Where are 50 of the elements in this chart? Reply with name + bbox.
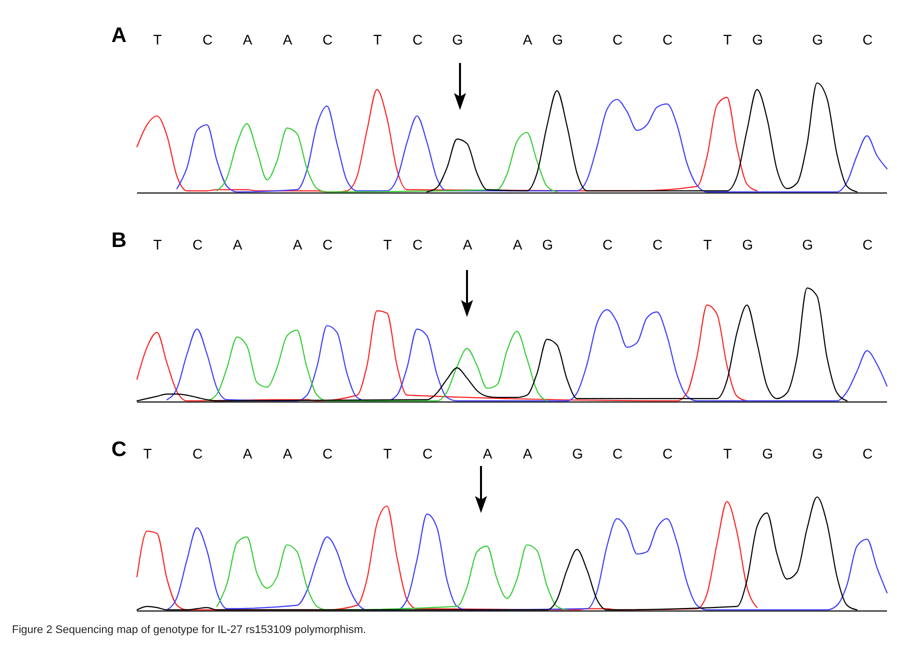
x-tick-label: G (802, 236, 813, 252)
x-tick-label: T (143, 446, 152, 462)
x-tick-label: A (522, 32, 533, 48)
x-tick-label: T (383, 446, 392, 462)
x-tick-label: G (552, 32, 563, 48)
x-tick-label: T (703, 236, 712, 252)
x-tick-label: C (862, 446, 873, 462)
x-tick-label: C (662, 32, 673, 48)
x-tick-label: C (322, 236, 333, 252)
x-tick-label: A (512, 236, 523, 252)
x-tick-label: C (322, 446, 333, 462)
x-tick-label: A (292, 236, 303, 252)
x-tick-label: C (322, 32, 333, 48)
x-tick-label: C (652, 236, 663, 252)
x-tick-label: A (282, 32, 293, 48)
x-tick-label: A (522, 446, 533, 462)
x-tick-label: T (723, 32, 732, 48)
x-tick-label: T (153, 236, 162, 252)
x-tick-label: A (242, 32, 253, 48)
x-tick-label: C (862, 236, 873, 252)
caption: Figure 2 Sequencing map of genotype for IL-27 rs153109 polymorphism. (12, 624, 366, 636)
x-tick-label: A (232, 236, 243, 252)
x-tick-label: T (723, 446, 732, 462)
x-tick-label: C (192, 446, 203, 462)
x-tick-label: T (153, 32, 162, 48)
x-tick-label: C (412, 236, 423, 252)
x-tick-label: C (422, 446, 433, 462)
x-tick-label: C (662, 446, 673, 462)
x-tick-label: C (192, 236, 203, 252)
x-tick-label: G (752, 32, 763, 48)
x-tick-label: G (742, 236, 753, 252)
x-tick-label: A (462, 236, 473, 252)
x-tick-label: G (812, 446, 823, 462)
x-tick-label: T (383, 236, 392, 252)
x-tick-label: C (612, 446, 623, 462)
x-tick-label: T (373, 32, 382, 48)
x-tick-label: A (282, 446, 293, 462)
x-tick-label: G (812, 32, 823, 48)
x-tick-label: C (602, 236, 613, 252)
chart-title: B (111, 229, 127, 252)
x-tick-label: G (762, 446, 773, 462)
x-tick-label: C (412, 32, 423, 48)
x-tick-label: A (482, 446, 493, 462)
x-tick-label: G (572, 446, 583, 462)
x-tick-label: A (242, 446, 253, 462)
x-tick-label: C (862, 32, 873, 48)
x-tick-label: C (202, 32, 213, 48)
x-tick-label: G (452, 32, 463, 48)
x-tick-label: C (612, 32, 623, 48)
x-tick-label: G (542, 236, 553, 252)
